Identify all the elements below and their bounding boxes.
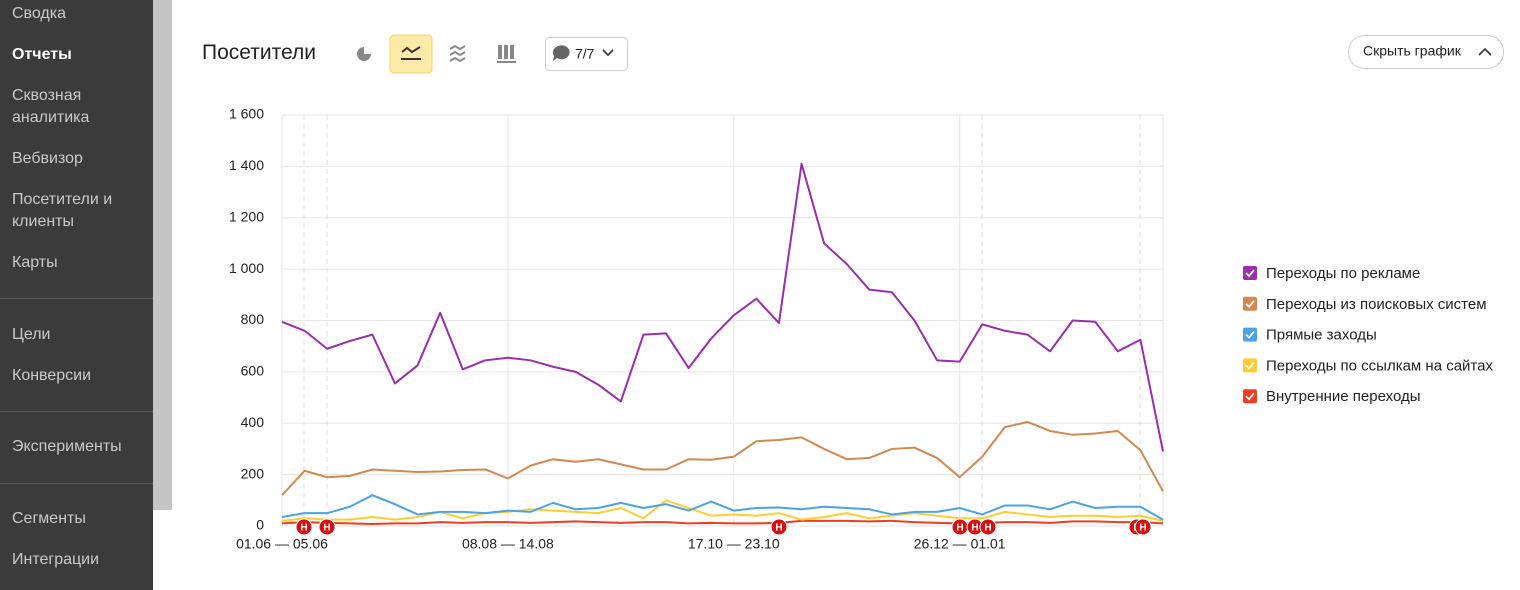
nav-item[interactable]: Карты [12,254,58,271]
marker-bubble [770,518,788,536]
legend-checkbox [1243,296,1257,311]
legend-item[interactable]: Внутренние переходы [1243,388,1421,405]
y-tick-label: 1 400 [229,157,264,173]
legend-label: Переходы из поисковых систем [1266,296,1487,313]
x-tick-label: 08.08 — 14.08 [462,536,554,552]
hide-chart-button[interactable] [1348,35,1504,69]
annotation-marker[interactable]: Н [770,518,788,536]
x-tick-label: 01.06 — 05.06 [236,536,328,552]
annotation-marker[interactable]: Н [1134,518,1152,536]
marker-label: Н [323,523,330,534]
nav-item[interactable]: Посетители и клиенты [12,191,113,230]
y-tick-label: 1 000 [229,260,264,276]
toolbar: 7/7 Скрыть график [357,34,1504,74]
y-tick-label: 1 600 [229,106,264,122]
series-line [281,499,1164,522]
y-tick-label: 0 [256,517,264,533]
series-line [281,494,1164,521]
report-title: Посетители [202,41,316,64]
marker-bubble [295,518,313,536]
legend-item[interactable]: Прямые заходы [1243,327,1377,344]
nav-item[interactable]: Сегменты [12,510,86,527]
comments-button[interactable] [545,37,628,71]
y-tick-label: 400 [241,414,265,430]
legend-check [1245,269,1255,278]
legend-check [1245,392,1255,401]
legend-item[interactable]: Переходы по ссылкам на сайтах [1243,357,1493,374]
legend-label: Переходы по ссылкам на сайтах [1266,357,1493,374]
y-tick-label: 200 [241,465,265,481]
nav-item[interactable]: Конверсии [12,367,92,384]
comments-count: 7/7 [575,46,595,62]
y-tick-label: 800 [241,311,265,327]
marker-label: Н [300,523,307,534]
y-tick-label: 1 200 [229,208,264,224]
hide-chart-label: Скрыть график [1363,43,1462,59]
series-line [281,519,1164,525]
nav-item[interactable]: Эксперименты [12,438,122,455]
marker-bubble [979,518,997,536]
separator [0,298,153,299]
nav-item[interactable]: Вебвизор [12,150,83,167]
legend-item[interactable]: Переходы по рекламе [1243,265,1420,282]
legend-label: Прямые заходы [1266,327,1377,344]
annotation-marker[interactable]: Н [318,518,336,536]
marker-label: Н [775,523,782,534]
series-line [281,420,1164,496]
legend-check [1245,361,1255,370]
series-line [281,162,1164,452]
legend-checkbox [1243,266,1257,280]
legend-checkbox [1243,389,1257,404]
legend-check [1245,300,1255,309]
legend-checkbox [1243,358,1257,373]
legend-checkbox [1243,327,1257,342]
marker-label: Н [971,523,978,534]
legend-item[interactable]: Переходы из поисковых систем [1243,296,1487,313]
x-tick-label: 17.10 — 23.10 [688,536,780,552]
nav-item[interactable]: Интеграции [12,551,100,568]
marker-bubble [318,518,336,536]
y-tick-label: 600 [241,363,265,379]
bar-icon[interactable] [497,45,516,63]
area-icon[interactable] [449,44,466,63]
marker-bubble [1134,518,1152,536]
nav-item[interactable]: Отчеты [12,46,72,63]
nav-item[interactable]: Сквозная аналитика [12,87,90,126]
annotation-marker[interactable]: Н [951,518,969,536]
line-chart-button[interactable] [389,34,433,74]
separator [0,411,153,412]
marker-label: Н [956,523,963,534]
annotation-marker[interactable]: Н [295,518,313,536]
legend-label: Внутренние переходы [1266,388,1421,405]
marker-label: Н [1139,523,1146,534]
sidebar: Сводка Отчеты Сквозная аналитика Вебвизо… [0,0,153,590]
marker-label: Н [984,523,991,534]
x-tick-label: 26.12 — 01.01 [914,536,1006,552]
nav-item[interactable]: Сводка [12,5,67,22]
legend-label: Переходы по рекламе [1266,265,1420,282]
separator [0,483,153,484]
legend-check [1245,331,1255,339]
nav-item[interactable]: Цели [12,326,51,343]
annotation-marker[interactable]: Н [979,518,997,536]
scrollbar[interactable] [153,0,172,510]
